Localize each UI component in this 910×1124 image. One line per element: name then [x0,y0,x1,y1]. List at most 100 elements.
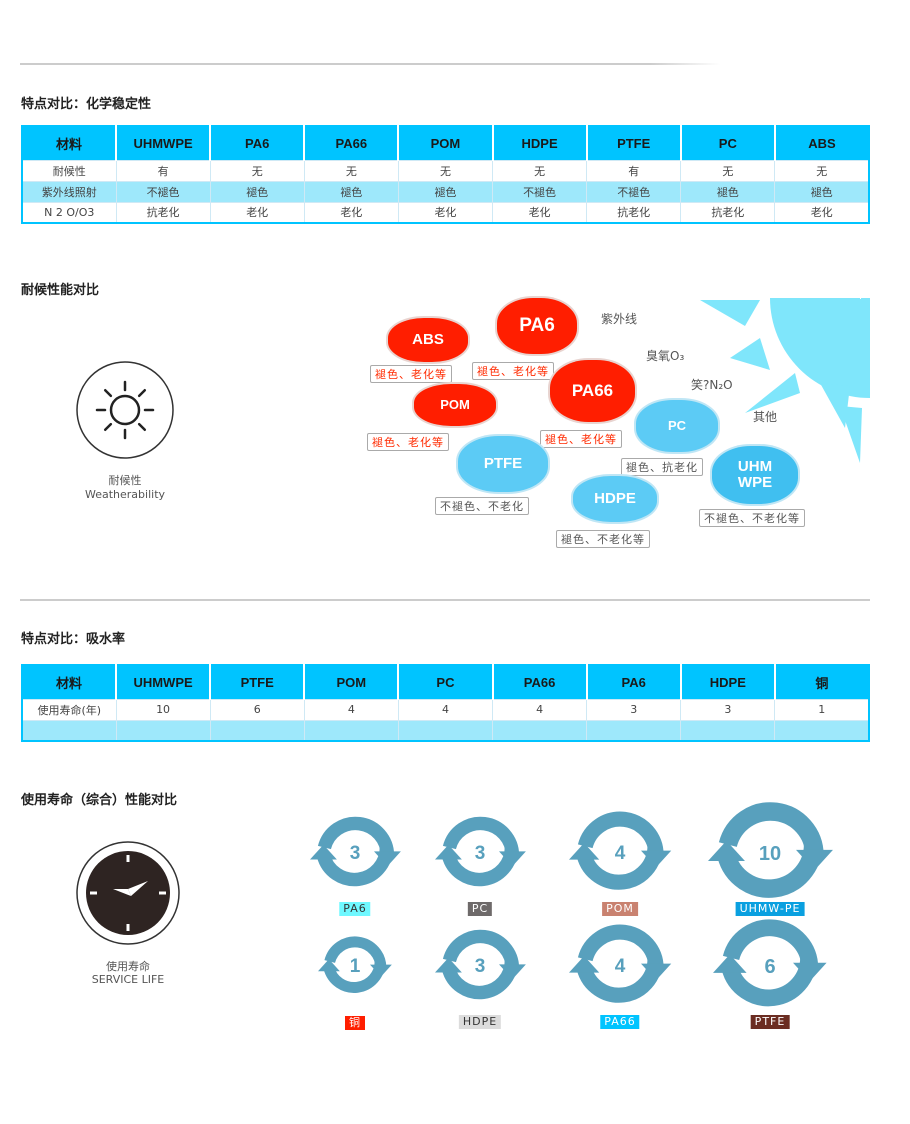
table-cell [491,719,587,741]
lifespan-value: 3 [349,843,361,864]
cloud-hdpe: HDPE [573,476,657,522]
column-header: PC [397,665,493,699]
water-table: 材料 UHMWPE PTFE POM PC PA66 PA6 HDPE 铜使用寿命(年) 10 6 4… [21,664,870,742]
table-cell: 10 [115,698,211,720]
table-cell: 褪色 [397,180,493,202]
table-cell: 抗老化 [586,201,681,223]
big-sun-graphic [700,298,910,463]
life-caption-cn: 使用寿命 [106,960,150,973]
column-header: PA66 [491,665,587,699]
column-header: PA66 [303,126,399,160]
table-header-row: 材料 UHMWPE PA6 PA66 POM HDPE PTFE PC ABS [22,126,869,160]
table-row: N 2 O/O3 抗老化 老化 老化 老化 老化 抗老化 抗老化 老化 [21,201,869,223]
column-header: ABS [773,126,869,160]
divider [20,599,870,601]
cloud-uhmwpe: UHM WPE [712,446,798,504]
table-cell [209,719,305,741]
column-header: PC [679,126,775,160]
column-header: POM [303,665,399,699]
table-cell: 有 [586,159,681,181]
cloud-pc: PC [636,400,718,452]
table-cell: 老化 [774,201,869,223]
cloud-label: PC [667,417,687,433]
table-cell: 抗老化 [680,201,775,223]
table-cell: 4 [397,698,493,720]
table-cell: 无 [774,159,869,181]
table-cell: 无 [397,159,493,181]
table-cell: 3 [586,698,681,720]
column-header: PTFE [585,126,681,160]
table-cell: 耐候性 [21,159,116,181]
table-cell [774,719,869,741]
cycle-icon [309,816,401,886]
column-header: PTFE [209,665,305,699]
table-cell: 1 [774,698,869,720]
lifespan-value: 1 [349,956,361,977]
table-header-row: 材料 UHMWPE PTFE POM PC PA66 PA6 HDPE 铜 [22,665,869,699]
table-cell: 老化 [303,201,399,223]
table-cell: 褪色 [209,180,305,202]
cloud-label: POM [440,396,470,412]
weather-caption-en: Weatherability [84,488,166,501]
table-cell: 无 [303,159,399,181]
lifespan-value: 4 [614,956,626,977]
table-cell [115,719,211,741]
cloud-label: PA6 [519,314,555,336]
lifespan-value: 6 [764,956,776,978]
cloud-pom: POM [414,384,496,426]
cycle-icon [568,924,672,1003]
table-row: 耐候性有无无无无有无无 [21,159,869,181]
material-label: 铜 [345,1016,365,1030]
cloud-label: PTFE [483,454,523,472]
cycle-icon [713,919,827,1007]
section-title-chemical: 特点对比：化学稳定性 [21,97,152,112]
lifespan-value: 10 [758,843,782,865]
column-header: UHMWPE [114,126,211,160]
column-header: PA6 [585,665,681,699]
table-cell: 褪色 [774,180,869,202]
cycle-icon [568,811,672,890]
life-caption-en: SERVICE LIFE [91,973,165,986]
material-label: PA66 [600,1015,640,1029]
column-header: 材料 [22,665,116,699]
chemical-table: 材料 UHMWPE PA6 PA66 POM HDPE PTFE PC ABS 耐候性有无无无无有… [21,125,870,224]
cloud-label: HDPE [594,489,636,507]
cloud-label: ABS [412,330,444,348]
cycle-icon [707,801,833,898]
table-cell: 6 [209,698,305,720]
table-row: 使用寿命(年) 10 6 4 4 4 3 3 1 [21,698,869,720]
material-label: PTFE [750,1015,790,1029]
table-cell [303,719,399,741]
lifespan-value: 3 [474,956,486,977]
material-label: POM [602,902,638,916]
cloud-pa6: PA6 [497,298,577,354]
divider [20,63,720,65]
sun-label-uv: 紫外线 [601,312,638,326]
sun-label-ozone: 臭氧O₃ [646,349,685,363]
cloud-tag: 褪色、老化等 [367,433,449,451]
table-cell: 老化 [209,201,305,223]
cloud-tag: 褪色、抗老化 [621,458,703,476]
table-cell: 无 [491,159,587,181]
cycle-icon [434,816,526,886]
cloud-tag: 不褪色、不老化等 [699,509,805,527]
table-cell: 不褪色 [491,180,587,202]
table-cell: N 2 O/O3 [21,201,116,223]
table-cell: 无 [209,159,305,181]
table-cell: 紫外线照射 [21,180,116,202]
table-cell [397,719,493,741]
table-cell: 抗老化 [115,201,211,223]
cycle-icon [434,929,526,999]
table-cell: 不褪色 [586,180,681,202]
material-label: UHMW-PE [735,902,805,916]
table-row: 紫外线照射 不褪色 褪色 褪色 褪色 不褪色 不褪色 褪色 褪色 [21,180,869,202]
cloud-tag: 褪色、老化等 [370,365,452,383]
section-title-life: 使用寿命（综合）性能对比 [21,793,178,808]
table-cell: 褪色 [680,180,775,202]
table-cell: 无 [680,159,775,181]
column-header: 材料 [22,126,116,160]
cloud-tag: 褪色、老化等 [540,430,622,448]
table-cell: 老化 [491,201,587,223]
column-header: UHMWPE [114,665,211,699]
table-cell: 4 [491,698,587,720]
